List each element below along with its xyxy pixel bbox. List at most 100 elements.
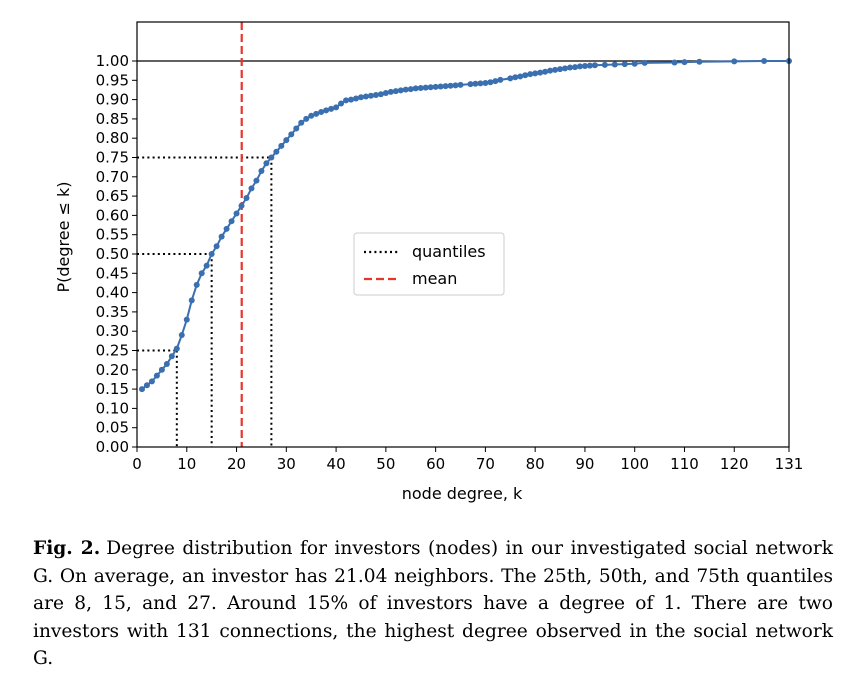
y-tick-label: 0.75 [96,149,129,167]
data-point [253,177,260,184]
data-point [352,95,359,102]
data-point [422,84,429,91]
data-point [268,154,275,161]
data-point [323,107,330,114]
data-point [193,281,200,288]
data-point [223,225,230,232]
figure-caption: Fig. 2. Degree distribution for investors… [33,535,833,673]
data-point [372,91,379,98]
data-point [477,80,484,87]
y-tick-label: 0.80 [96,129,129,147]
data-point [467,81,474,88]
data-point [328,105,335,112]
data-point [472,80,479,87]
plot-area [137,22,792,447]
data-point [188,297,195,304]
data-point [392,88,399,95]
data-point [522,72,529,79]
data-point [542,68,549,75]
x-tick-label: 80 [526,455,545,473]
data-point [333,104,340,111]
data-point [761,58,768,64]
data-point [143,382,150,389]
data-point [148,378,155,385]
data-point [248,185,255,192]
data-point [537,69,544,76]
data-point [562,65,569,72]
data-point [621,61,628,68]
data-point [163,361,170,368]
data-point [298,119,305,126]
data-point [512,74,519,81]
y-tick-label: 0.85 [96,110,129,128]
data-point [457,81,464,88]
data-point [487,79,494,86]
y-tick-label: 0.70 [96,168,129,186]
figure-label: Fig. 2. [33,538,101,559]
x-tick-label: 120 [720,455,749,473]
data-point [183,316,190,323]
data-point [407,86,414,93]
y-tick-label: 0.90 [96,91,129,109]
data-point [387,88,394,95]
y-tick-label: 0.15 [96,380,129,398]
data-point [357,94,364,101]
data-point [497,76,504,83]
x-tick-label: 0 [132,455,142,473]
data-point [362,93,369,100]
y-axis-label: P(degree ≤ k) [54,181,73,292]
axes: 0 10 20 30 40 50 60 70 80 90 100 110 120 131 0.000.05 0… [96,21,804,473]
x-axis-label: node degree, k [402,484,523,503]
data-point [412,85,419,92]
data-point [402,86,409,93]
data-point [631,60,638,67]
data-point [681,59,688,66]
data-point [671,59,678,66]
data-point [367,92,374,99]
x-tick-label: 30 [277,455,296,473]
data-point [258,168,265,175]
data-point [547,67,554,74]
x-tick-label: 131 [775,455,804,473]
data-point [581,63,588,70]
data-point [576,63,583,70]
data-point [313,110,320,117]
y-tick-label: 0.35 [96,303,129,321]
data-point [203,262,210,269]
x-tick-label: 110 [670,455,699,473]
x-tick-label: 40 [327,455,346,473]
y-tick-label: 0.25 [96,342,129,360]
data-point [343,97,350,104]
data-point [198,270,205,277]
data-point [482,80,489,87]
y-tick-label: 0.50 [96,245,129,263]
legend-label-quantiles: quantiles [412,242,486,261]
data-point [452,82,459,89]
legend-label-mean: mean [412,269,457,288]
data-point [527,71,534,78]
y-tick-label: 0.65 [96,187,129,205]
data-point [591,62,598,69]
data-point [178,332,185,339]
data-point [263,160,270,167]
data-point [397,87,404,94]
x-tick-label: 100 [620,455,649,473]
x-tick-label: 60 [426,455,445,473]
data-point [278,142,285,149]
y-tick-label: 0.55 [96,226,129,244]
data-point [417,85,424,92]
data-point [158,366,165,373]
y-tick-label: 0.95 [96,71,129,89]
data-point [293,125,300,132]
data-point [303,115,310,122]
data-point [243,195,250,202]
data-point [552,66,559,73]
data-point [273,148,280,155]
data-point [532,70,539,77]
caption-text: Degree distribution for investors (nodes… [33,538,834,669]
x-tick-label: 70 [476,455,495,473]
data-point [442,83,449,90]
data-point [348,96,355,103]
x-tick-label: 10 [177,455,196,473]
x-tick-label: 20 [227,455,246,473]
